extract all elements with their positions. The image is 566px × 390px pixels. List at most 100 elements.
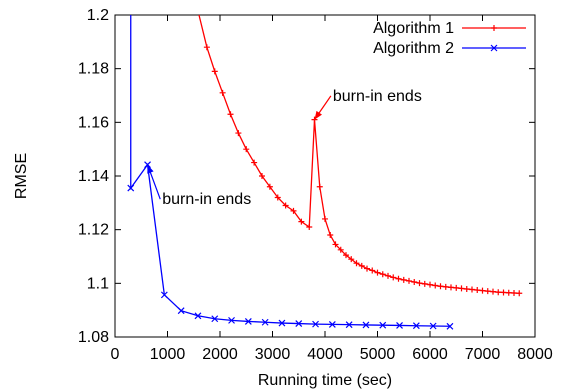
- legend: Algorithm 1 Algorithm 2: [373, 20, 526, 57]
- series-1-point: [374, 269, 381, 276]
- series-layer: [127, 14, 523, 330]
- annotation-arrowhead: [147, 164, 154, 174]
- series-2-point: [295, 320, 303, 328]
- series-1-point: [316, 183, 323, 190]
- series-2-point: [244, 318, 252, 325]
- series-1-point: [479, 287, 486, 294]
- series-1-point: [432, 282, 439, 289]
- series-1-point: [505, 289, 512, 296]
- series-1-point: [369, 267, 376, 274]
- series-1-point: [243, 146, 250, 153]
- series-1-point: [400, 276, 407, 283]
- series-2-point: [345, 321, 353, 329]
- x-tick-label: 1000: [150, 346, 186, 363]
- series-1-point: [343, 252, 349, 259]
- series-1-point: [469, 286, 475, 293]
- series-2-point: [160, 291, 168, 299]
- y-tick-label: 1.14: [78, 168, 109, 185]
- series-1-point: [235, 130, 242, 137]
- series-1-point: [348, 256, 355, 263]
- series-1-point: [385, 272, 391, 279]
- series-1-point: [358, 262, 365, 269]
- series-2-point: [412, 322, 420, 330]
- series-1-point: [516, 290, 523, 297]
- series-1-point: [219, 89, 226, 96]
- annotation-layer: burn-in ends burn-in ends: [146, 88, 422, 208]
- series-1-point: [259, 173, 265, 179]
- series-1-point: [453, 284, 460, 291]
- x-tick-label: 7000: [465, 346, 501, 363]
- series-1-point: [490, 288, 496, 295]
- series-1-point: [495, 289, 502, 296]
- legend-marker: [491, 25, 497, 31]
- series-2-point: [194, 312, 202, 320]
- legend-marker: [490, 44, 498, 52]
- series-2-point: [379, 321, 387, 329]
- x-tick-label: 6000: [412, 346, 448, 363]
- series-1-point: [379, 271, 386, 278]
- legend-label: Algorithm 2: [373, 40, 454, 57]
- series-1-point: [298, 218, 305, 225]
- series-1-point: [322, 215, 328, 222]
- series-1-point: [282, 202, 289, 209]
- series-1-point: [227, 111, 234, 118]
- series-1-point: [290, 207, 297, 214]
- x-tick-label: 5000: [360, 346, 396, 363]
- legend-label: Algorithm 1: [373, 20, 454, 37]
- series-1-point: [211, 68, 218, 75]
- series-1-line: [198, 14, 520, 294]
- series-1-point: [406, 277, 412, 284]
- series-1-point: [484, 288, 491, 295]
- series-1-point: [306, 223, 313, 230]
- series-2-point: [228, 316, 235, 324]
- y-tick-label: 1.2: [87, 7, 109, 24]
- x-tick-labels: 0 1000 2000 3000 4000 5000 6000 7000 8000: [111, 346, 553, 363]
- series-1-point: [364, 265, 370, 272]
- series-2-point: [328, 320, 336, 328]
- series-2-point: [127, 184, 135, 192]
- series-2-point: [177, 307, 185, 315]
- y-axis-label: RMSE: [13, 153, 30, 199]
- x-tick-label: 8000: [517, 346, 553, 363]
- series-1-point: [395, 275, 402, 282]
- annotation-text: burn-in ends: [333, 88, 422, 105]
- series-1-point: [266, 183, 273, 190]
- series-2-point: [261, 318, 269, 326]
- series-2-point: [278, 319, 286, 327]
- series-1-point: [327, 232, 334, 239]
- series-1-point: [274, 194, 281, 201]
- x-tick-label: 4000: [307, 346, 343, 363]
- x-tick-label: 2000: [202, 346, 238, 363]
- annotation-text: burn-in ends: [162, 191, 251, 208]
- series-1-point: [416, 280, 423, 287]
- annotation-arrowhead: [314, 110, 322, 120]
- series-1-point: [474, 287, 481, 294]
- y-tick-label: 1.16: [78, 114, 109, 131]
- series-2-point: [211, 315, 219, 323]
- series-1-point: [437, 283, 444, 290]
- x-axis-label: Running time (sec): [258, 372, 392, 389]
- series-1-point: [203, 44, 210, 51]
- series-1-point: [421, 280, 428, 287]
- series-1-point: [511, 289, 517, 296]
- series-1-point: [353, 260, 360, 267]
- series-1-point: [251, 159, 258, 166]
- x-tick-label: 3000: [255, 346, 291, 363]
- series-1-point: [442, 283, 449, 290]
- series-1-point: [448, 284, 454, 291]
- series-1-point: [411, 278, 418, 285]
- series-2-point: [312, 320, 319, 328]
- axis-ticks: [114, 14, 536, 338]
- y-tick-label: 1.1: [87, 275, 109, 292]
- series-1-point: [337, 246, 344, 253]
- series-1-point: [390, 274, 397, 281]
- series-1-point: [427, 281, 433, 288]
- y-tick-label: 1.08: [78, 329, 109, 346]
- series-2: [127, 15, 454, 330]
- y-tick-label: 1.12: [78, 222, 109, 239]
- series-2-point: [396, 322, 403, 329]
- y-tick-label: 1.18: [78, 61, 109, 78]
- series-1-point: [458, 285, 465, 292]
- series-2-point: [429, 322, 437, 330]
